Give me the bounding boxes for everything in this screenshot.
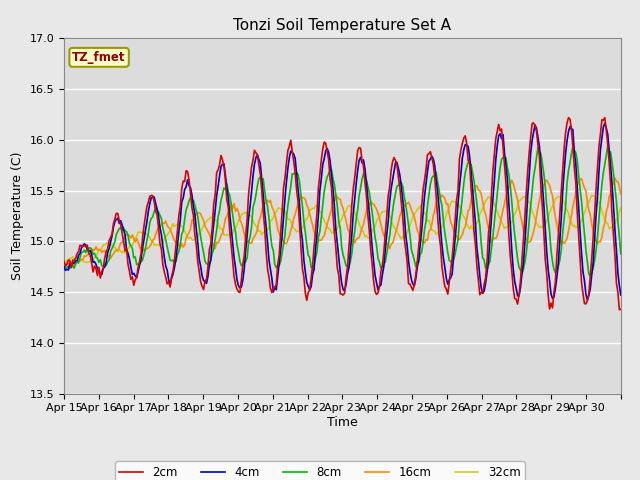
16cm [611,175,619,181]
2cm [79,244,87,250]
32cm [588,193,596,199]
8cm [617,251,625,257]
16cm [346,234,354,240]
Text: TZ_fmet: TZ_fmet [72,51,126,64]
Y-axis label: Soil Temperature (C): Soil Temperature (C) [11,152,24,280]
8cm [604,143,612,149]
X-axis label: Time: Time [327,416,358,429]
32cm [79,257,87,263]
8cm [586,273,594,279]
4cm [457,170,465,176]
Line: 16cm: 16cm [64,178,621,266]
8cm [97,257,104,263]
4cm [601,120,609,126]
2cm [616,307,623,312]
Line: 4cm: 4cm [64,123,621,300]
4cm [540,200,548,206]
2cm [346,225,354,230]
2cm [614,289,621,295]
2cm [60,259,68,264]
2cm [457,147,465,153]
4cm [97,271,104,276]
4cm [346,247,354,253]
16cm [79,256,87,262]
32cm [60,264,68,270]
8cm [79,249,87,255]
8cm [60,260,68,266]
8cm [616,234,623,240]
32cm [346,203,354,209]
Line: 8cm: 8cm [64,146,621,276]
2cm [601,115,609,120]
4cm [616,283,623,288]
32cm [97,247,104,253]
4cm [79,243,87,249]
16cm [614,179,621,184]
16cm [60,264,68,269]
32cm [617,205,625,211]
Line: 2cm: 2cm [64,118,621,310]
32cm [614,216,621,221]
2cm [540,228,548,233]
8cm [457,208,465,214]
32cm [540,223,548,228]
Line: 32cm: 32cm [64,196,621,267]
Title: Tonzi Soil Temperature Set A: Tonzi Soil Temperature Set A [234,18,451,33]
16cm [617,191,625,197]
8cm [346,258,354,264]
8cm [540,170,548,176]
Legend: 2cm, 4cm, 8cm, 16cm, 32cm: 2cm, 4cm, 8cm, 16cm, 32cm [115,461,525,480]
2cm [617,306,625,312]
4cm [617,292,625,298]
32cm [457,205,465,211]
2cm [97,275,104,281]
4cm [60,264,68,270]
16cm [540,182,548,188]
16cm [97,247,104,253]
16cm [457,234,465,240]
4cm [584,297,591,303]
